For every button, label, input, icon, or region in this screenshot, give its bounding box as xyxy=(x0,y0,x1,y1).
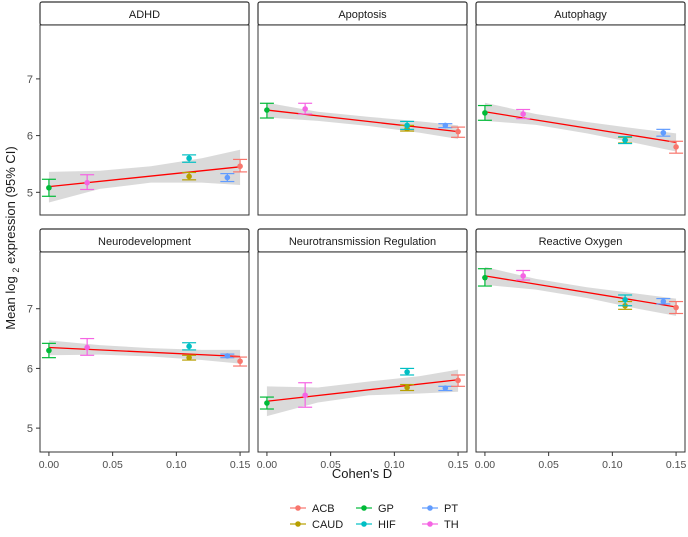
data-point-acb xyxy=(237,358,243,365)
data-point-th xyxy=(302,106,308,112)
y-tick-label: 5 xyxy=(27,187,33,199)
x-tick-label: 0.10 xyxy=(166,459,187,471)
data-point-pt xyxy=(224,174,231,181)
y-axis-title: Mean log 2 expression (95% CI) xyxy=(3,146,21,330)
x-tick-label: 0.00 xyxy=(39,459,60,471)
y-tick-label: 5 xyxy=(27,423,33,435)
panel-title: Neurodevelopment xyxy=(98,236,191,248)
legend-item-caud: CAUD xyxy=(290,519,343,531)
legend-item-gp: GP xyxy=(356,503,394,515)
data-point-gp xyxy=(264,107,270,113)
panel-title: ADHD xyxy=(129,9,160,21)
legend-key-dot xyxy=(361,521,367,527)
x-tick-label: 0.15 xyxy=(230,459,251,471)
data-point-acb xyxy=(455,128,461,135)
data-point-gp xyxy=(46,184,52,191)
data-point-hif xyxy=(622,137,628,143)
y-tick-label: 6 xyxy=(27,363,33,375)
panel-title: Apoptosis xyxy=(338,9,387,21)
data-point-th xyxy=(520,273,526,279)
legend-item-hif: HIF xyxy=(356,519,396,531)
x-tick-label: 0.05 xyxy=(538,459,559,471)
y-tick-label: 7 xyxy=(27,304,33,316)
data-point-pt xyxy=(660,298,667,305)
legend-key-dot xyxy=(295,505,301,511)
x-tick-label: 0.05 xyxy=(320,459,341,471)
data-point-th xyxy=(520,111,526,117)
panel-neurodevelopment: Neurodevelopment 5 6 7 0.00 0.05 0.10 0.15 xyxy=(27,228,251,471)
legend-label: TH xyxy=(444,519,459,531)
x-tick-label: 0.05 xyxy=(102,459,123,471)
regression-line xyxy=(48,346,241,358)
legend-key-dot xyxy=(427,505,433,511)
data-point-gp xyxy=(264,400,270,406)
legend-item-acb: ACB xyxy=(290,503,335,515)
y-tick-label: 6 xyxy=(27,131,33,143)
legend-label: ACB xyxy=(312,503,335,515)
panel-autophagy: Autophagy xyxy=(475,1,686,216)
y-axis-title-part: Mean log xyxy=(3,273,18,330)
y-tick-label: 7 xyxy=(27,74,33,86)
data-point-gp xyxy=(482,274,488,281)
data-point-th xyxy=(84,179,90,186)
regression-line xyxy=(266,379,459,402)
panel-frame xyxy=(257,251,468,453)
data-point-hif xyxy=(404,369,410,375)
panel-title: Reactive Oxygen xyxy=(539,236,623,248)
legend-key-dot xyxy=(295,521,301,527)
y-axis-title-part: expression (95% CI) xyxy=(3,146,18,267)
data-point-acb xyxy=(673,144,679,150)
legend-item-th: TH xyxy=(422,519,459,531)
regression-line xyxy=(484,111,677,144)
data-point-acb xyxy=(237,163,243,170)
panel-title: Autophagy xyxy=(554,9,607,21)
panel-title: Neurotransmission Regulation xyxy=(289,236,436,248)
panel-adhd: ADHD 5 6 7 xyxy=(27,1,250,216)
data-point-th xyxy=(302,392,308,399)
data-point-hif xyxy=(404,122,410,129)
legend-item-pt: PT xyxy=(422,503,458,515)
data-point-acb xyxy=(673,304,679,311)
data-point-gp xyxy=(46,347,52,354)
data-point-caud xyxy=(186,173,192,180)
legend-label: CAUD xyxy=(312,519,343,531)
data-point-caud xyxy=(404,384,410,391)
data-point-gp xyxy=(482,110,488,116)
x-tick-label: 0.15 xyxy=(448,459,469,471)
x-tick-label: 0.10 xyxy=(384,459,405,471)
legend-key-dot xyxy=(427,521,433,527)
panel-neurotransmission-regulation: Neurotransmission Regulation 0.00 0.05 0.10… xyxy=(257,228,469,471)
data-point-acb xyxy=(455,377,461,384)
legend-label: PT xyxy=(444,503,458,515)
x-tick-label: 0.10 xyxy=(602,459,623,471)
data-point-hif xyxy=(186,155,192,162)
data-point-hif xyxy=(186,343,192,350)
regression-line xyxy=(48,166,241,188)
panel-apoptosis: Apoptosis xyxy=(257,1,468,216)
data-point-pt xyxy=(660,129,667,136)
data-point-caud xyxy=(186,354,192,361)
legend-label: HIF xyxy=(378,519,396,531)
x-tick-label: 0.00 xyxy=(475,459,496,471)
data-point-hif xyxy=(622,296,628,303)
data-point-pt xyxy=(442,385,449,391)
y-axis-title-subscript: 2 xyxy=(11,268,21,273)
data-point-pt xyxy=(224,353,231,359)
regression-line xyxy=(484,275,677,308)
legend: ACB GP PT CAUD HIF TH xyxy=(290,503,459,531)
panel-reactive-oxygen: Reactive Oxygen 0.00 0.05 0.10 0.15 xyxy=(475,228,687,471)
x-tick-label: 0.00 xyxy=(257,459,278,471)
data-point-th xyxy=(84,344,90,351)
confidence-band xyxy=(266,369,459,417)
x-tick-label: 0.15 xyxy=(666,459,687,471)
data-point-pt xyxy=(442,122,449,129)
legend-key-dot xyxy=(361,505,367,511)
legend-label: GP xyxy=(378,503,394,515)
x-axis-title: Cohen's D xyxy=(332,466,392,481)
